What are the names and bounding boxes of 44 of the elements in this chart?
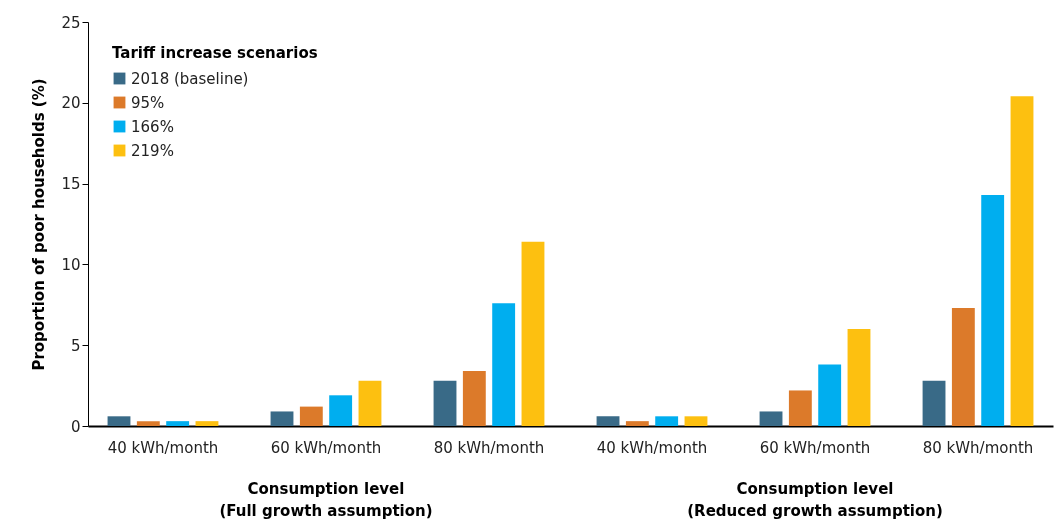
x-tick-label: 60 kWh/month	[270, 438, 382, 457]
bar	[788, 390, 812, 426]
bar	[299, 406, 323, 426]
x-tick-label: 40 kWh/month	[107, 438, 219, 457]
bar	[433, 380, 457, 426]
bar	[521, 241, 545, 426]
y-tick-label: 5	[70, 336, 81, 355]
bar	[951, 308, 975, 426]
x-tick-label: 60 kWh/month	[759, 438, 871, 457]
legend-label: 166%	[131, 117, 174, 136]
bar	[625, 421, 649, 426]
bar	[462, 371, 486, 426]
y-tick-label: 20	[61, 94, 81, 113]
legend-title: Tariff increase scenarios	[112, 44, 318, 62]
x-tick-label: 40 kWh/month	[596, 438, 708, 457]
bar	[166, 421, 190, 426]
bar	[818, 364, 842, 426]
bar	[492, 303, 516, 426]
bar	[270, 411, 294, 426]
bar	[358, 380, 382, 426]
legend-label: 219%	[131, 141, 174, 160]
bar	[596, 416, 620, 426]
bar	[195, 421, 219, 426]
bar	[107, 416, 131, 426]
x-tick-label: 80 kWh/month	[922, 438, 1034, 457]
y-tick-label: 25	[61, 13, 81, 32]
text: Consumption level (Reduced growth assumption)	[687, 480, 943, 520]
bar	[981, 194, 1005, 426]
x-tick-label: 80 kWh/month	[433, 438, 545, 457]
bar	[922, 380, 946, 426]
bar	[136, 421, 160, 426]
legend-label: 95%	[131, 93, 165, 112]
bar	[1010, 96, 1034, 426]
bar	[847, 329, 871, 426]
bar	[329, 395, 353, 426]
y-axis-title: Proportion of poor households (%)	[30, 78, 49, 371]
y-tick-label: 15	[61, 175, 81, 194]
bar	[684, 416, 708, 426]
y-tick-label: 10	[61, 255, 81, 274]
bar	[759, 411, 783, 426]
y-tick-label: 0	[70, 417, 81, 436]
text: Consumption level (Full growth assumption)	[219, 480, 433, 520]
legend-label: 2018 (baseline)	[131, 69, 249, 88]
bar	[655, 416, 679, 426]
